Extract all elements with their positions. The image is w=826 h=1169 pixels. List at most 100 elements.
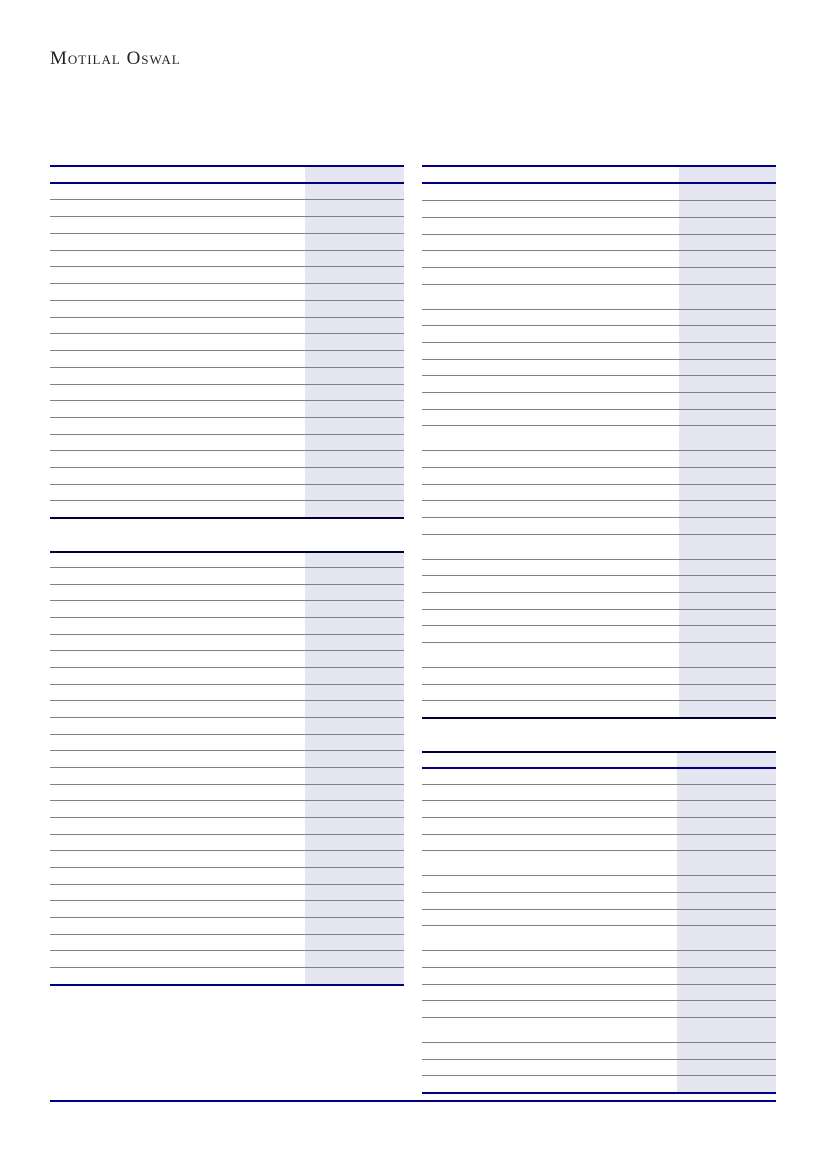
footer-rule — [50, 1100, 776, 1102]
row-rule — [422, 817, 776, 818]
row-rule — [422, 850, 776, 851]
row-rule — [50, 467, 404, 468]
row-rule — [50, 266, 404, 267]
row-rule — [422, 875, 776, 876]
row-rule — [422, 467, 776, 468]
table-bottom-rule — [50, 984, 404, 986]
row-rule — [50, 233, 404, 234]
row-rule — [50, 934, 404, 935]
row-rule — [422, 534, 776, 535]
row-rule — [50, 567, 404, 568]
row-rule — [422, 200, 776, 201]
highlight-column — [679, 165, 776, 717]
row-rule — [422, 984, 776, 985]
row-rule — [50, 350, 404, 351]
row-rule — [422, 700, 776, 701]
row-rule — [50, 950, 404, 951]
row-rule — [422, 1059, 776, 1060]
row-rule — [422, 642, 776, 643]
row-rule — [50, 817, 404, 818]
row-rule — [422, 484, 776, 485]
row-rule — [422, 592, 776, 593]
row-rule — [50, 834, 404, 835]
row-rule — [50, 917, 404, 918]
highlight-column — [677, 751, 776, 1092]
table-top-rule — [50, 551, 404, 553]
company-logo: Motilal Oswal — [50, 48, 181, 69]
row-rule — [50, 650, 404, 651]
header-rule — [422, 767, 776, 769]
row-rule — [50, 600, 404, 601]
row-rule — [50, 283, 404, 284]
row-rule — [50, 500, 404, 501]
table-bottom-rule — [422, 1092, 776, 1094]
row-rule — [422, 359, 776, 360]
row-rule — [422, 517, 776, 518]
row-rule — [422, 667, 776, 668]
row-rule — [422, 684, 776, 685]
row-rule — [422, 909, 776, 910]
row-rule — [50, 684, 404, 685]
row-rule — [422, 392, 776, 393]
header-rule — [422, 182, 776, 184]
row-rule — [422, 250, 776, 251]
row-rule — [50, 967, 404, 968]
row-rule — [422, 609, 776, 610]
row-rule — [50, 667, 404, 668]
row-rule — [422, 925, 776, 926]
table-right-bottom — [422, 751, 776, 1094]
table-top-rule — [422, 751, 776, 753]
row-rule — [422, 409, 776, 410]
row-rule — [422, 425, 776, 426]
table-left-top — [50, 165, 404, 519]
row-rule — [50, 450, 404, 451]
row-rule — [422, 892, 776, 893]
table-bottom-rule — [50, 517, 404, 519]
row-rule — [422, 967, 776, 968]
row-rule — [50, 717, 404, 718]
row-rule — [50, 317, 404, 318]
row-rule — [422, 559, 776, 560]
row-rule — [50, 784, 404, 785]
row-rule — [422, 284, 776, 285]
row-rule — [50, 434, 404, 435]
row-rule — [50, 850, 404, 851]
row-rule — [422, 325, 776, 326]
table-top-rule — [422, 165, 776, 167]
row-rule — [50, 250, 404, 251]
header-rule — [50, 182, 404, 184]
row-rule — [422, 1017, 776, 1018]
highlight-column — [305, 165, 404, 517]
table-top-rule — [50, 165, 404, 167]
row-rule — [50, 767, 404, 768]
row-rule — [50, 700, 404, 701]
row-rule — [422, 234, 776, 235]
row-rule — [422, 342, 776, 343]
row-rule — [50, 199, 404, 200]
row-rule — [422, 625, 776, 626]
row-rule — [422, 1000, 776, 1001]
row-rule — [50, 734, 404, 735]
row-rule — [422, 267, 776, 268]
row-rule — [50, 884, 404, 885]
row-rule — [422, 784, 776, 785]
row-rule — [422, 834, 776, 835]
row-rule — [50, 584, 404, 585]
table-right-top — [422, 165, 776, 719]
row-rule — [422, 450, 776, 451]
row-rule — [50, 367, 404, 368]
row-rule — [50, 484, 404, 485]
row-rule — [422, 217, 776, 218]
row-rule — [50, 333, 404, 334]
row-rule — [50, 750, 404, 751]
row-rule — [422, 1042, 776, 1043]
row-rule — [50, 400, 404, 401]
row-rule — [50, 300, 404, 301]
row-rule — [422, 950, 776, 951]
table-left-bottom — [50, 551, 404, 986]
row-rule — [422, 1075, 776, 1076]
row-rule — [50, 617, 404, 618]
row-rule — [50, 867, 404, 868]
row-rule — [422, 500, 776, 501]
row-rule — [50, 800, 404, 801]
